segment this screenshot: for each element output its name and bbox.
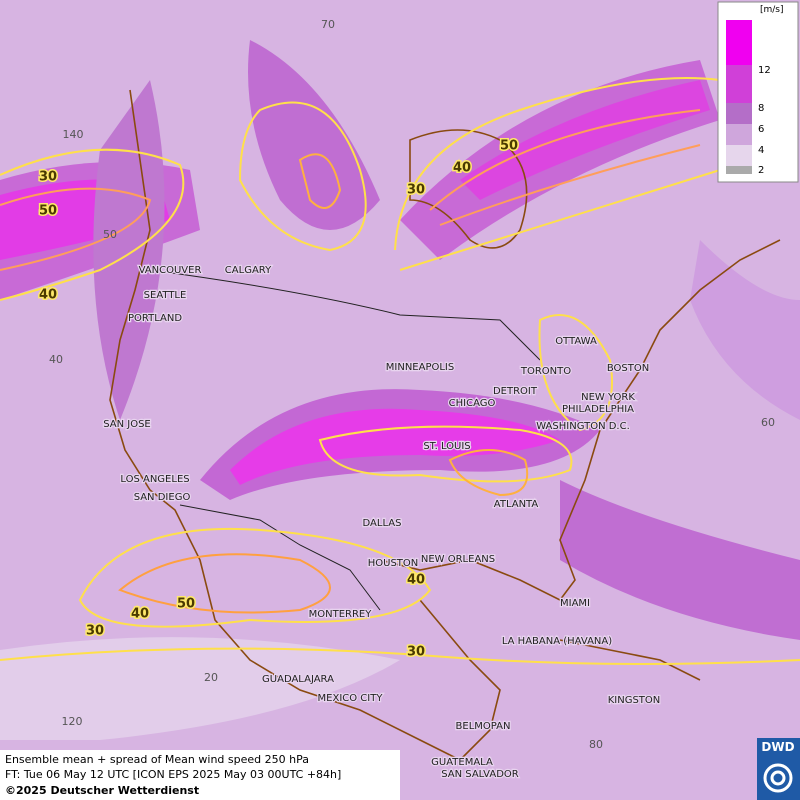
city-label: DALLAS xyxy=(363,518,402,529)
city-label: VANCOUVER xyxy=(139,265,202,276)
city-label: BELMOPAN xyxy=(456,721,511,732)
contour-label: 40 xyxy=(453,161,471,176)
grid-label: 50 xyxy=(103,228,117,241)
contour-label: 50 xyxy=(177,597,195,612)
logo-icon xyxy=(770,770,786,786)
legend-swatch xyxy=(726,20,752,65)
city-label: TORONTO xyxy=(520,366,571,377)
caption-line: Ensemble mean + spread of Mean wind spee… xyxy=(5,753,309,766)
grid-label: 40 xyxy=(49,353,63,366)
legend-label: 12 xyxy=(758,65,771,76)
contour-label: 30 xyxy=(86,624,104,639)
legend-label: 4 xyxy=(758,145,764,156)
legend-label: 8 xyxy=(758,103,764,114)
caption-line: FT: Tue 06 May 12 UTC [ICON EPS 2025 May… xyxy=(5,768,341,781)
grid-label: 80 xyxy=(589,738,603,751)
contour-label: 30 xyxy=(407,645,425,660)
city-label: LA HABANA (HAVANA) xyxy=(502,636,612,647)
city-label: SEATTLE xyxy=(144,290,187,301)
labels: VANCOUVER CALGARY SEATTLE PORTLAND MINNEAPOL… xyxy=(37,18,775,781)
city-label: SAN DIEGO xyxy=(134,492,191,503)
city-label: DETROIT xyxy=(493,386,538,397)
city-label: MEXICO CITY xyxy=(318,693,384,704)
legend-swatch xyxy=(726,145,752,166)
borders xyxy=(149,269,541,611)
contour-label: 40 xyxy=(131,607,149,622)
grid-label: 20 xyxy=(204,671,218,684)
city-label: KINGSTON xyxy=(608,695,661,706)
city-label: SAN JOSE xyxy=(103,419,151,430)
logo: DWD xyxy=(757,738,800,800)
grid-label: 120 xyxy=(62,715,83,728)
city-label: CALGARY xyxy=(225,265,272,276)
city-label: PHILADELPHIA xyxy=(562,404,634,415)
city-label: GUADALAJARA xyxy=(262,674,334,685)
legend-label: 2 xyxy=(758,165,764,176)
legend-swatch xyxy=(726,103,752,124)
logo-text: DWD xyxy=(761,740,794,754)
contour-label: 50 xyxy=(39,204,57,219)
city-label: NEW ORLEANS xyxy=(421,554,495,565)
legend-swatch xyxy=(726,166,752,174)
grid-label: 140 xyxy=(63,128,84,141)
city-label: ATLANTA xyxy=(494,499,539,510)
city-label: MIAMI xyxy=(560,598,590,609)
contour-label: 30 xyxy=(407,183,425,198)
city-label: MINNEAPOLIS xyxy=(386,362,454,373)
legend-swatch xyxy=(726,65,752,103)
city-label: NEW YORK xyxy=(581,392,635,403)
city-label: BOSTON xyxy=(607,363,649,374)
contour-label: 40 xyxy=(39,288,57,303)
contour-label: 40 xyxy=(407,573,425,588)
contours xyxy=(0,77,800,665)
city-label: GUATEMALA xyxy=(431,757,493,768)
coastlines xyxy=(109,89,781,761)
caption-box xyxy=(0,750,400,800)
legend-label: 6 xyxy=(758,124,764,135)
city-label: WASHINGTON D.C. xyxy=(536,421,630,432)
logo-icon xyxy=(763,763,793,793)
city-label: HOUSTON xyxy=(368,558,419,569)
grid-label: 70 xyxy=(321,18,335,31)
city-label: ST. LOUIS xyxy=(423,441,470,452)
contour-label: 50 xyxy=(500,139,518,154)
legend-unit: [m/s] xyxy=(760,5,784,15)
contour-label: 30 xyxy=(39,170,57,185)
caption-line: ©2025 Deutscher Wetterdienst xyxy=(5,784,199,797)
city-label: OTTAWA xyxy=(555,336,597,347)
legend-swatch xyxy=(726,124,752,145)
legend: [m/s] 12 8 6 4 2 xyxy=(717,1,799,183)
city-label: MONTERREY xyxy=(309,609,373,620)
city-label: PORTLAND xyxy=(128,313,182,324)
city-label: LOS ANGELES xyxy=(120,474,189,485)
city-label: CHICAGO xyxy=(449,398,496,409)
caption: Ensemble mean + spread of Mean wind spee… xyxy=(0,750,400,800)
grid-label: 60 xyxy=(761,416,775,429)
city-label: SAN SALVADOR xyxy=(441,769,518,780)
